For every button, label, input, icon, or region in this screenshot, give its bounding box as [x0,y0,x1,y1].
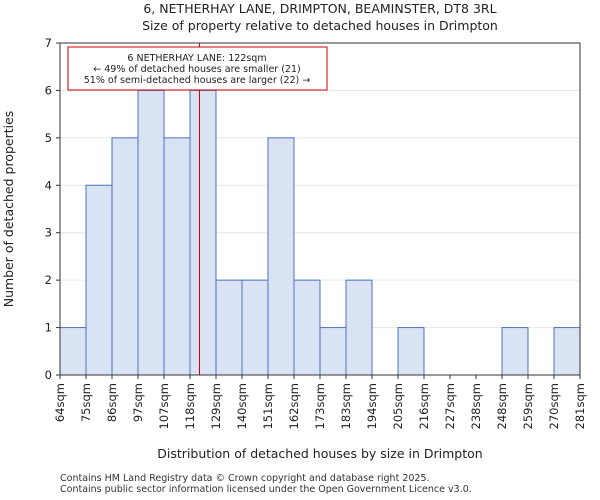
bar [111,137,139,376]
histogram-chart: 6, NETHERHAY LANE, DRIMPTON, BEAMINSTER,… [1,1,587,461]
x-tick-label: 86sqm [105,383,119,422]
chart-title: 6, NETHERHAY LANE, DRIMPTON, BEAMINSTER,… [143,1,496,16]
bar [59,327,87,376]
bar [215,279,243,376]
y-axis-ticks: 0 1 2 3 4 5 6 7 [45,36,60,382]
y-axis-label: Number of detached properties [1,111,16,308]
x-tick-label: 205sqm [391,383,405,429]
x-tick-label: 194sqm [365,383,379,429]
x-axis-ticks: 64sqm 75sqm 86sqm 97sqm 107sqm 118sqm 129sqm 14… [53,375,587,429]
x-axis-label: Distribution of detached houses by size … [157,446,482,461]
y-tick-label: 2 [45,273,52,287]
y-tick-label: 1 [45,321,52,335]
x-tick-label: 183sqm [339,383,353,429]
x-tick-label: 75sqm [79,383,93,422]
bar [163,137,191,376]
x-tick-label: 140sqm [235,383,249,429]
y-tick-label: 4 [45,178,52,192]
footer-line-1: Contains HM Land Registry data © Crown c… [60,473,430,484]
x-tick-label: 151sqm [261,383,275,429]
bar [189,89,217,376]
bar [85,184,113,376]
x-tick-label: 216sqm [417,383,431,429]
bar [267,137,295,376]
bar [501,327,529,376]
bar [137,89,165,376]
annotation-line-2: ← 49% of detached houses are smaller (21… [93,64,300,75]
y-tick-label: 0 [45,368,52,382]
x-tick-label: 129sqm [209,383,223,429]
x-tick-label: 259sqm [521,383,535,429]
bar [397,327,425,376]
x-tick-label: 281sqm [573,383,587,429]
chart-subtitle: Size of property relative to detached ho… [142,18,498,33]
x-tick-label: 227sqm [443,383,457,429]
y-tick-label: 3 [45,226,52,240]
bars [59,89,581,376]
bar [319,327,347,376]
annotation-line-1: 6 NETHERHAY LANE: 122sqm [127,53,266,64]
y-tick-label: 5 [45,131,52,145]
x-tick-label: 64sqm [53,383,67,422]
x-tick-label: 248sqm [495,383,509,429]
y-tick-label: 7 [45,36,52,50]
annotation-line-3: 51% of semi-detached houses are larger (… [84,75,311,86]
x-tick-label: 97sqm [131,383,145,422]
annotation-box: 6 NETHERHAY LANE: 122sqm ← 49% of detach… [67,46,328,91]
y-tick-label: 6 [45,83,52,97]
x-tick-label: 238sqm [469,383,483,429]
bar [241,279,269,376]
bar [345,279,373,376]
x-tick-label: 173sqm [313,383,327,429]
bar [553,327,581,376]
footer-line-2: Contains public sector information licen… [60,484,472,495]
annotation-frame [67,46,328,91]
x-tick-label: 118sqm [183,383,197,429]
x-tick-label: 107sqm [157,383,171,429]
x-tick-label: 162sqm [287,383,301,429]
bar [293,279,321,376]
x-tick-label: 270sqm [547,383,561,429]
